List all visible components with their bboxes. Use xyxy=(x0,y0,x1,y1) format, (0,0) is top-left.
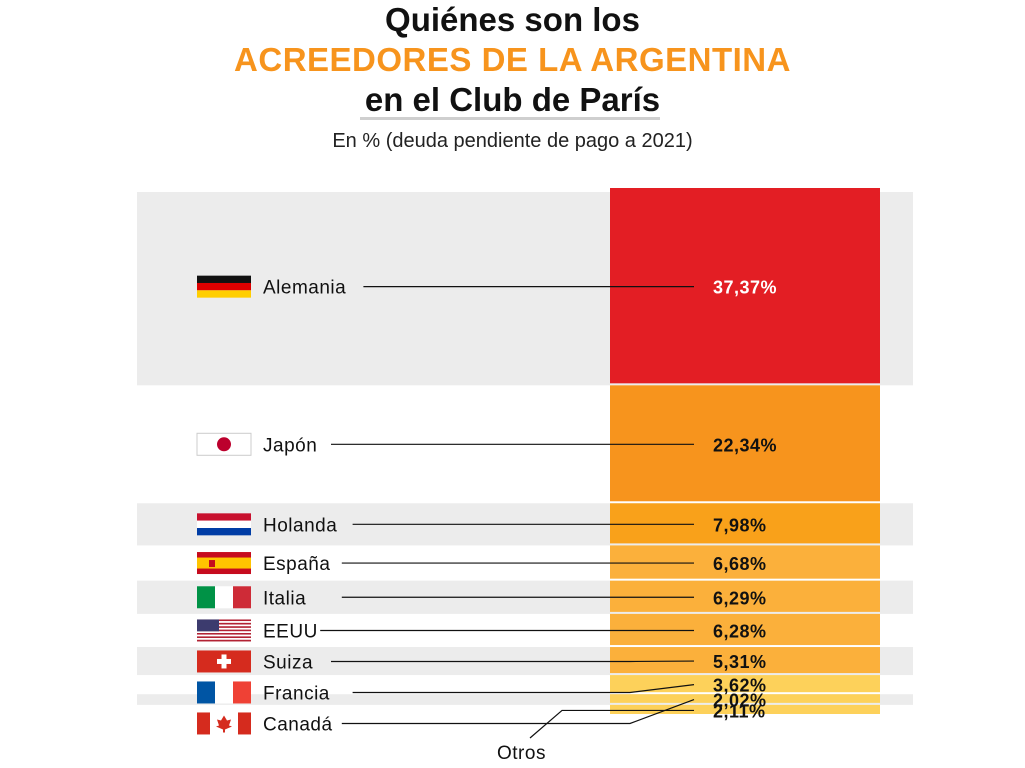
switzerland-flag-icon xyxy=(197,650,251,673)
bar-segment-5 xyxy=(610,580,880,612)
bar-segment-3 xyxy=(610,503,880,544)
value-label: 3,62% xyxy=(713,676,767,696)
bar-segment-4 xyxy=(610,545,880,579)
leader-line xyxy=(352,684,695,694)
category-label: Alemania xyxy=(263,278,346,299)
bar-segment-8 xyxy=(610,675,880,693)
value-label: 6,68% xyxy=(713,554,767,574)
title-line-3: en el Club de París xyxy=(364,81,661,118)
category-label: Canadá xyxy=(263,714,333,735)
value-label: 5,31% xyxy=(713,652,767,672)
value-label: 2,11% xyxy=(713,701,766,721)
category-label: Holanda xyxy=(263,515,337,536)
category-label: Francia xyxy=(263,683,330,704)
category-label: EEUU xyxy=(263,621,318,642)
netherlands-flag-icon xyxy=(197,513,251,536)
value-label: 7,98% xyxy=(713,515,767,535)
bar-segment-10 xyxy=(610,704,880,714)
france-flag-icon xyxy=(197,681,251,704)
italy-flag-icon xyxy=(197,586,251,609)
chart-title: Quiénes son los ACREEDORES DE LA ARGENTI… xyxy=(0,0,1025,120)
value-label: 22,34% xyxy=(713,435,777,455)
row-band xyxy=(137,694,913,705)
spain-flag-icon xyxy=(197,552,251,575)
category-label: Suiza xyxy=(263,652,313,673)
value-label: 37,37% xyxy=(713,278,777,298)
bar-segment-2 xyxy=(610,385,880,502)
title-divider xyxy=(360,117,660,120)
leader-line xyxy=(529,709,694,739)
usa-flag-icon xyxy=(197,619,251,642)
value-label: 6,29% xyxy=(713,588,767,608)
bar-segment-7 xyxy=(610,647,880,674)
japan-flag-icon xyxy=(196,432,252,456)
bar-segment-1 xyxy=(610,188,880,384)
category-label: Japón xyxy=(263,435,317,456)
bar-segment-9 xyxy=(610,694,880,703)
category-label: Otros xyxy=(497,743,546,764)
category-label: Italia xyxy=(263,588,306,609)
leader-line xyxy=(341,698,695,725)
chart-subtitle: En % (deuda pendiente de pago a 2021) xyxy=(332,130,693,152)
title-line-2: ACREEDORES DE LA ARGENTINA xyxy=(234,41,791,78)
value-label: 2,02% xyxy=(713,691,767,711)
title-line-1: Quiénes son los xyxy=(385,1,640,38)
canada-flag-icon xyxy=(197,712,251,735)
germany-flag-icon xyxy=(197,275,251,298)
category-label: España xyxy=(263,554,330,575)
value-label: 6,28% xyxy=(713,621,767,641)
bar-segment-6 xyxy=(610,613,880,646)
